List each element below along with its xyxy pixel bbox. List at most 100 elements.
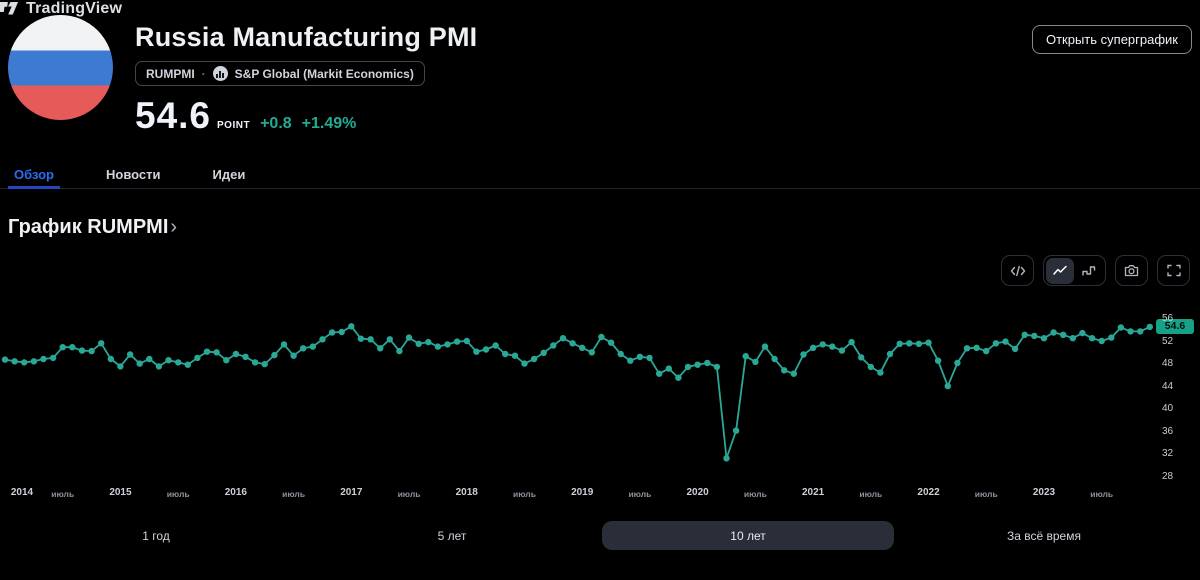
data-point-marker[interactable] xyxy=(1021,331,1028,338)
data-point-marker[interactable] xyxy=(1040,335,1048,342)
data-point-marker[interactable] xyxy=(530,355,538,363)
data-point-marker[interactable] xyxy=(21,359,28,366)
data-point-marker[interactable] xyxy=(300,345,307,352)
data-point-marker[interactable] xyxy=(146,355,153,363)
data-point-marker[interactable] xyxy=(280,341,288,348)
data-point-marker[interactable] xyxy=(819,341,826,348)
data-point-marker[interactable] xyxy=(126,351,134,358)
data-point-marker[interactable] xyxy=(502,350,509,358)
data-point-marker[interactable] xyxy=(107,355,115,363)
data-point-marker[interactable] xyxy=(396,347,403,355)
range-1-year-button[interactable]: 1 год xyxy=(10,521,302,550)
data-point-marker[interactable] xyxy=(319,336,326,343)
data-point-marker[interactable] xyxy=(838,347,846,354)
data-point-marker[interactable] xyxy=(665,365,672,372)
data-point-marker[interactable] xyxy=(963,345,971,352)
data-point-marker[interactable] xyxy=(646,354,653,362)
data-point-marker[interactable] xyxy=(675,374,682,381)
price-axis[interactable]: 54.6 56 52 48 44 40 36 32 28 xyxy=(1156,300,1200,500)
data-point-marker[interactable] xyxy=(944,382,951,390)
data-point-marker[interactable] xyxy=(848,338,855,346)
data-point-marker[interactable] xyxy=(579,344,586,351)
data-point-marker[interactable] xyxy=(511,352,519,359)
data-point-marker[interactable] xyxy=(1031,332,1038,340)
data-point-marker[interactable] xyxy=(588,349,595,356)
data-point-marker[interactable] xyxy=(598,333,605,341)
data-point-marker[interactable] xyxy=(1011,345,1019,353)
data-point-marker[interactable] xyxy=(98,340,105,347)
data-point-marker[interactable] xyxy=(1060,331,1067,338)
data-point-marker[interactable] xyxy=(49,354,57,362)
data-point-marker[interactable] xyxy=(165,357,172,364)
fullscreen-button[interactable] xyxy=(1157,255,1190,286)
data-point-marker[interactable] xyxy=(232,350,240,358)
data-point-marker[interactable] xyxy=(40,355,47,363)
data-point-marker[interactable] xyxy=(386,336,393,343)
data-point-marker[interactable] xyxy=(684,363,692,371)
data-point-marker[interactable] xyxy=(983,347,990,355)
data-point-marker[interactable] xyxy=(223,357,230,364)
data-point-marker[interactable] xyxy=(338,328,345,336)
range-10-years-button[interactable]: 10 лет xyxy=(602,521,894,550)
chart-section-title[interactable]: График RUMPMI › xyxy=(8,216,178,238)
data-point-marker[interactable] xyxy=(973,344,980,351)
data-point-marker[interactable] xyxy=(809,344,817,351)
data-point-marker[interactable] xyxy=(69,344,76,351)
data-point-marker[interactable] xyxy=(867,363,874,371)
data-point-marker[interactable] xyxy=(434,343,442,350)
data-point-marker[interactable] xyxy=(59,344,66,351)
data-point-marker[interactable] xyxy=(742,353,749,360)
tab-ideas[interactable]: Идеи xyxy=(212,167,246,182)
data-point-marker[interactable] xyxy=(915,340,923,347)
step-chart-style-button[interactable] xyxy=(1075,258,1103,284)
data-point-marker[interactable] xyxy=(886,350,894,358)
data-point-marker[interactable] xyxy=(694,361,701,368)
symbol-source-badge[interactable]: RUMPMI · S&P Global (Markit Economics) xyxy=(135,61,425,86)
data-point-marker[interactable] xyxy=(1088,335,1096,342)
range-5-years-button[interactable]: 5 лет xyxy=(306,521,598,550)
data-point-marker[interactable] xyxy=(1098,337,1105,345)
data-point-marker[interactable] xyxy=(954,359,961,367)
data-point-marker[interactable] xyxy=(1079,329,1086,337)
data-point-marker[interactable] xyxy=(617,350,624,358)
data-point-marker[interactable] xyxy=(925,339,932,346)
data-point-marker[interactable] xyxy=(781,367,788,374)
data-point-marker[interactable] xyxy=(1117,324,1125,331)
data-point-marker[interactable] xyxy=(11,358,18,365)
data-point-marker[interactable] xyxy=(569,340,576,347)
data-point-marker[interactable] xyxy=(271,351,278,359)
data-point-marker[interactable] xyxy=(482,346,490,353)
data-point-marker[interactable] xyxy=(550,342,557,349)
data-point-marker[interactable] xyxy=(790,370,797,377)
data-point-marker[interactable] xyxy=(732,427,740,434)
data-point-marker[interactable] xyxy=(405,334,413,341)
data-point-marker[interactable] xyxy=(213,349,220,356)
data-point-marker[interactable] xyxy=(357,335,365,342)
data-point-marker[interactable] xyxy=(136,360,143,367)
data-point-marker[interactable] xyxy=(723,455,730,462)
data-point-marker[interactable] xyxy=(627,357,634,364)
data-point-marker[interactable] xyxy=(184,361,191,368)
data-point-marker[interactable] xyxy=(251,359,259,366)
open-superchart-button[interactable]: Открыть суперграфик xyxy=(1031,25,1192,54)
data-point-marker[interactable] xyxy=(242,353,249,360)
data-point-marker[interactable] xyxy=(713,363,721,371)
data-point-marker[interactable] xyxy=(473,348,480,355)
time-axis[interactable]: 2014 июль 2015 июль 2016 июль 2017 июль 2018 июль… xyxy=(0,487,1200,501)
data-point-marker[interactable] xyxy=(377,345,384,352)
data-point-marker[interactable] xyxy=(800,351,807,358)
data-point-marker[interactable] xyxy=(1,356,9,363)
data-point-marker[interactable] xyxy=(367,336,374,343)
tab-news[interactable]: Новости xyxy=(106,167,161,182)
data-point-marker[interactable] xyxy=(1137,328,1144,335)
data-point-marker[interactable] xyxy=(290,352,297,359)
data-point-marker[interactable] xyxy=(117,363,124,370)
data-point-marker[interactable] xyxy=(348,323,355,330)
data-point-marker[interactable] xyxy=(656,370,663,377)
data-point-marker[interactable] xyxy=(415,340,422,347)
data-point-marker[interactable] xyxy=(425,338,432,346)
data-point-marker[interactable] xyxy=(261,360,268,368)
data-point-marker[interactable] xyxy=(444,341,451,348)
data-point-marker[interactable] xyxy=(194,354,201,362)
data-point-marker[interactable] xyxy=(78,347,86,354)
